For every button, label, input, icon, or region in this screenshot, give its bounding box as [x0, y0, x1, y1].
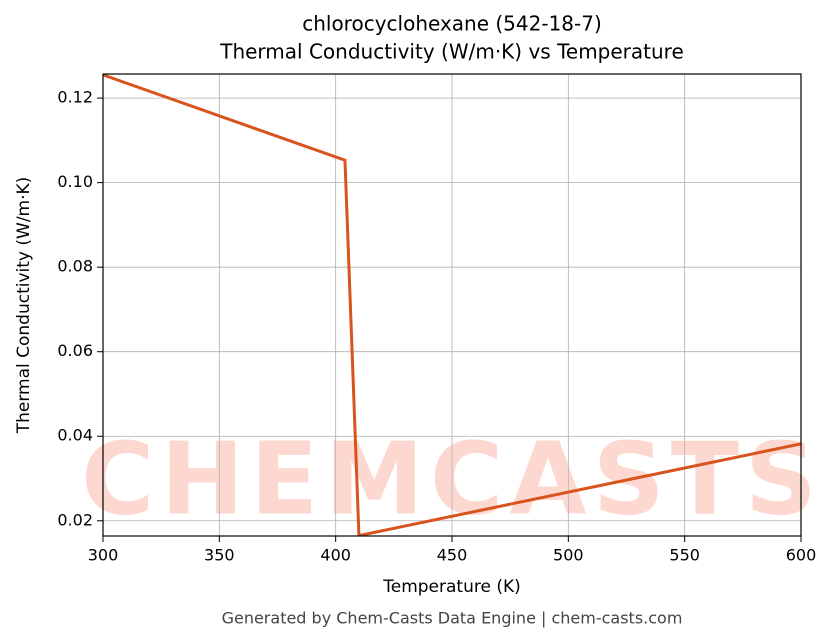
plot-frame — [102, 73, 802, 537]
x-tick-label: 300 — [88, 546, 119, 565]
y-tick-label: 0.06 — [57, 341, 93, 360]
chart-title: chlorocyclohexane (542-18-7) — [302, 12, 602, 36]
x-tick-label: 600 — [786, 546, 817, 565]
footer: Generated by Chem-Casts Data Engine | ch… — [222, 609, 683, 628]
y-tick-label: 0.04 — [57, 426, 93, 445]
y-tick-label: 0.10 — [57, 172, 93, 191]
x-tick-label: 550 — [669, 546, 700, 565]
x-tick-label: 400 — [320, 546, 351, 565]
y-tick-label: 0.08 — [57, 257, 93, 276]
x-axis-label: Temperature (K) — [382, 577, 521, 597]
x-tick-label: 350 — [204, 546, 235, 565]
y-tick-label: 0.12 — [57, 88, 93, 107]
x-tick-label: 450 — [437, 546, 468, 565]
chart-subtitle: Thermal Conductivity (W/m·K) vs Temperat… — [219, 40, 684, 64]
data-line — [103, 74, 801, 536]
y-tick-label: 0.02 — [57, 510, 93, 529]
y-axis-label: Thermal Conductivity (W/m·K) — [14, 177, 34, 435]
x-tick-label: 500 — [553, 546, 584, 565]
